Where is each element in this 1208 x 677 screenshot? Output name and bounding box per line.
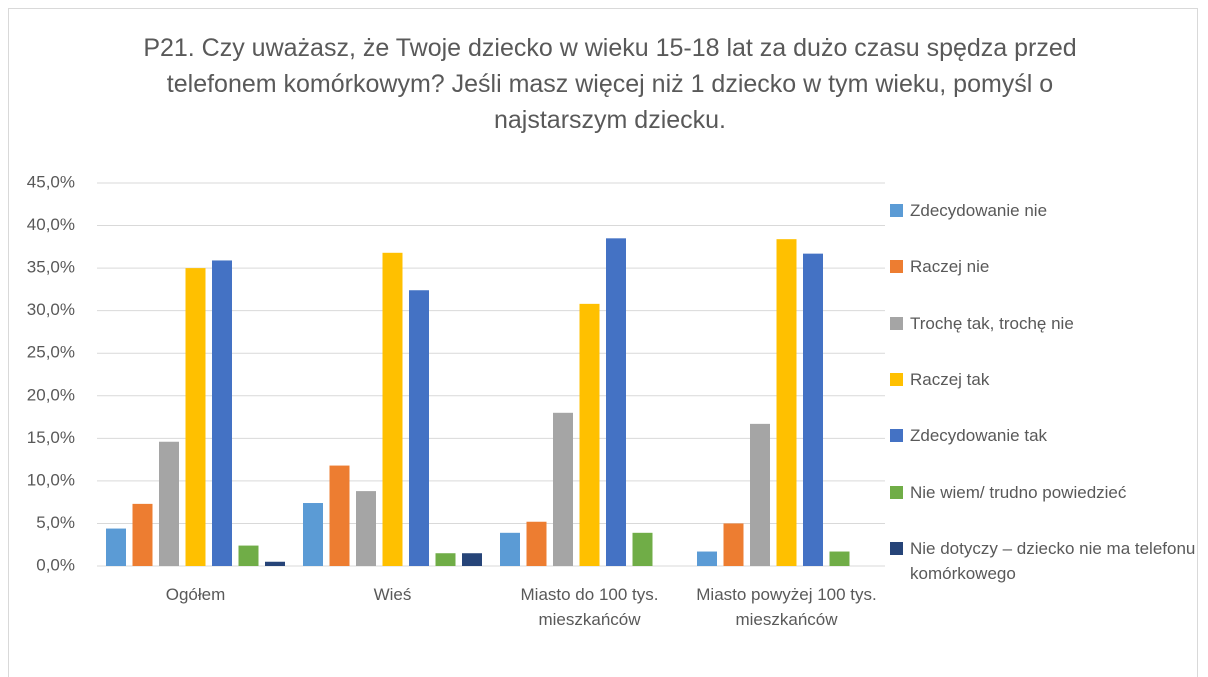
legend-label: Nie wiem/ trudno powiedzieć (910, 482, 1127, 502)
y-tick-label: 35,0% (27, 258, 75, 277)
legend-swatch (890, 204, 903, 217)
y-tick-label: 10,0% (27, 470, 75, 489)
bar (382, 252, 403, 566)
y-tick-label: 15,0% (27, 428, 75, 447)
legend-item: Nie wiem/ trudno powiedzieć (890, 480, 1200, 505)
legend-item: Zdecydowanie nie (890, 198, 1200, 223)
y-tick-label: 25,0% (27, 343, 75, 362)
bar (212, 260, 232, 566)
chart-frame (8, 8, 1198, 677)
legend-swatch (890, 541, 903, 555)
bar (776, 239, 797, 566)
legend-label: Trochę tak, trochę nie (910, 313, 1074, 333)
bar (329, 465, 350, 566)
legend-item: Nie dotyczy – dziecko nie ma telefonu ko… (890, 536, 1200, 586)
x-tick-label: Miasto do 100 tys. mieszkańców (520, 585, 659, 629)
x-tick-label: Miasto powyżej 100 tys. mieszkańców (696, 585, 877, 629)
x-tick-label: Wieś (373, 585, 412, 604)
bar (435, 553, 456, 566)
bar (632, 532, 653, 566)
x-tick-label: Ogółem (165, 585, 226, 604)
bar (238, 545, 259, 566)
bar (829, 551, 850, 566)
chart-title: P21. Czy uważasz, że Twoje dziecko w wie… (143, 34, 1077, 134)
bar (132, 503, 153, 566)
legend-swatch (890, 260, 903, 274)
y-tick-label: 0,0% (36, 555, 75, 574)
legend-item: Raczej tak (890, 367, 1200, 392)
bar (185, 268, 206, 566)
bar (303, 503, 323, 566)
bar (409, 290, 429, 566)
legend-label: Raczej tak (910, 369, 990, 389)
legend-item: Zdecydowanie tak (890, 423, 1200, 448)
legend-label: Nie dotyczy – dziecko nie ma telefonu ko… (910, 538, 1196, 583)
bar (356, 491, 376, 566)
legend-item: Raczej nie (890, 254, 1200, 279)
bar (723, 523, 744, 566)
y-tick-label: 45,0% (27, 172, 75, 191)
bar (462, 553, 482, 566)
bar (606, 238, 626, 567)
bar (750, 423, 770, 566)
bar (697, 551, 717, 566)
y-tick-label: 40,0% (27, 215, 75, 234)
bar (106, 528, 126, 566)
bar (265, 561, 285, 566)
bar (526, 521, 547, 566)
y-tick-label: 5,0% (36, 513, 75, 532)
legend-swatch (890, 429, 903, 443)
bar (553, 412, 573, 566)
bar (159, 441, 179, 566)
bar (803, 253, 823, 567)
y-tick-label: 30,0% (27, 300, 75, 319)
legend-label: Raczej nie (910, 257, 990, 277)
legend-item: Trochę tak, trochę nie (890, 311, 1200, 336)
y-tick-label: 20,0% (27, 385, 75, 404)
legend-swatch (890, 316, 903, 330)
bar (500, 532, 520, 566)
legend-swatch (890, 372, 903, 386)
legend-swatch (890, 485, 903, 499)
legend-label: Zdecydowanie nie (910, 201, 1048, 220)
bar (579, 303, 600, 566)
legend-label: Zdecydowanie tak (910, 426, 1048, 446)
